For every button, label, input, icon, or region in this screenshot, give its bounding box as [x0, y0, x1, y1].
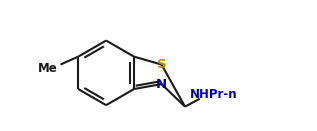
Text: NHPr-n: NHPr-n — [190, 88, 237, 101]
Text: Me: Me — [38, 62, 58, 75]
Text: S: S — [157, 58, 166, 71]
Text: N: N — [156, 78, 167, 91]
